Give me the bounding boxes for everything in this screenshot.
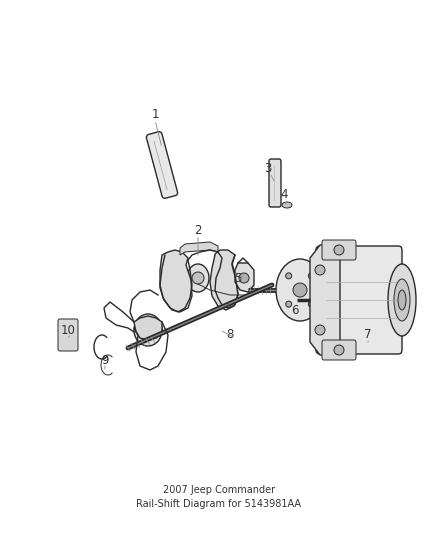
Circle shape: [334, 345, 344, 355]
FancyBboxPatch shape: [322, 240, 356, 260]
Text: 1: 1: [151, 109, 159, 122]
Text: 10: 10: [60, 324, 75, 336]
Circle shape: [315, 325, 325, 335]
Circle shape: [308, 273, 314, 279]
Circle shape: [286, 273, 292, 279]
Circle shape: [315, 265, 325, 275]
Ellipse shape: [388, 264, 416, 336]
FancyBboxPatch shape: [146, 132, 178, 198]
Text: 9: 9: [101, 353, 109, 367]
Polygon shape: [180, 242, 218, 255]
Circle shape: [308, 301, 314, 307]
FancyBboxPatch shape: [269, 159, 281, 207]
FancyBboxPatch shape: [316, 246, 402, 354]
Text: 2: 2: [194, 223, 202, 237]
Polygon shape: [210, 250, 238, 310]
Ellipse shape: [134, 314, 162, 346]
Text: 6: 6: [291, 303, 299, 317]
FancyBboxPatch shape: [58, 319, 78, 351]
Text: Rail-Shift Diagram for 5143981AA: Rail-Shift Diagram for 5143981AA: [137, 499, 301, 509]
Ellipse shape: [282, 202, 292, 208]
Text: 3: 3: [264, 161, 272, 174]
Polygon shape: [310, 245, 340, 355]
Text: 5: 5: [234, 271, 242, 285]
Text: 4: 4: [280, 189, 288, 201]
Polygon shape: [134, 316, 162, 340]
Circle shape: [293, 283, 307, 297]
Ellipse shape: [394, 279, 410, 321]
Circle shape: [286, 301, 292, 307]
Circle shape: [192, 272, 204, 284]
Ellipse shape: [398, 290, 406, 310]
Text: 7: 7: [364, 328, 372, 342]
Circle shape: [334, 245, 344, 255]
Polygon shape: [160, 250, 192, 312]
Circle shape: [142, 324, 154, 336]
Ellipse shape: [276, 259, 324, 321]
Text: 2007 Jeep Commander: 2007 Jeep Commander: [163, 485, 275, 495]
Circle shape: [239, 273, 249, 283]
Ellipse shape: [187, 264, 209, 292]
Polygon shape: [235, 263, 254, 292]
FancyBboxPatch shape: [322, 340, 356, 360]
Text: 8: 8: [226, 328, 234, 342]
